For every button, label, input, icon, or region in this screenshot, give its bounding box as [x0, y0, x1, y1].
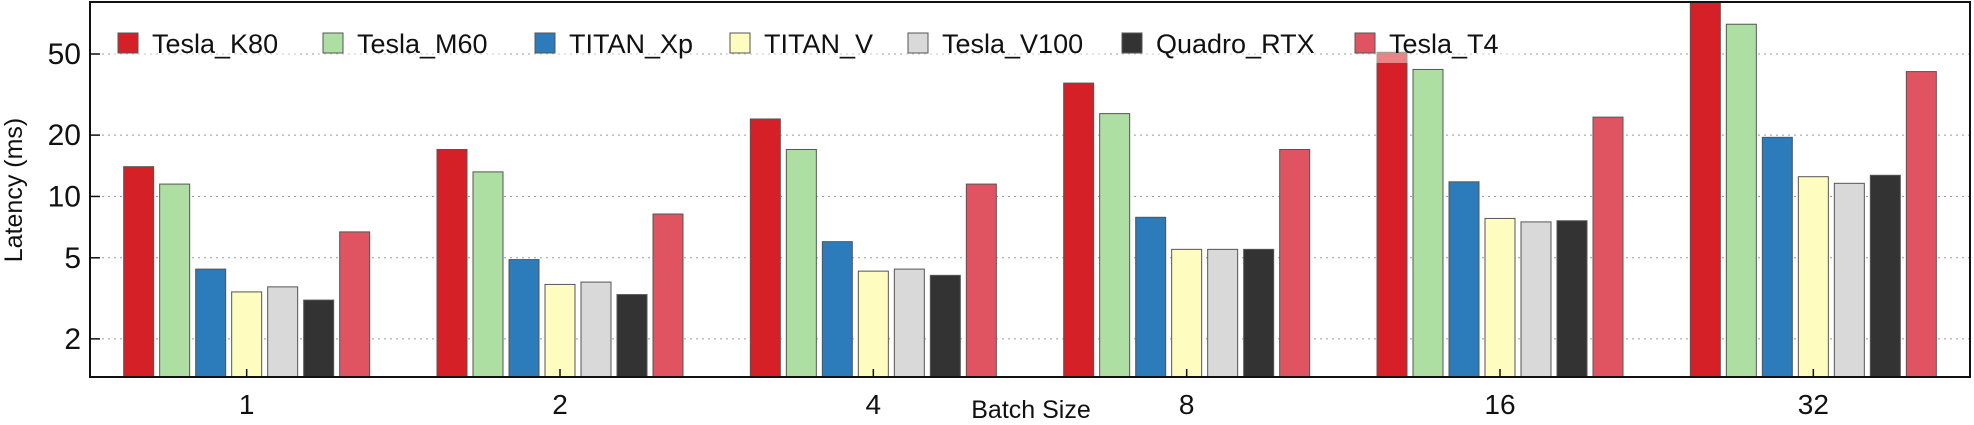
bars	[123, 1, 1937, 378]
legend-item-background	[319, 27, 505, 63]
bar-Tesla_T4-1	[339, 231, 371, 378]
bar-TITAN_V-1	[231, 291, 263, 378]
legend-swatch	[534, 32, 556, 54]
legend-label: TITAN_V	[764, 29, 873, 59]
bar-TITAN_Xp-8	[1135, 216, 1167, 378]
grid-lines	[90, 53, 1970, 340]
bar-Tesla_K80-16	[1376, 51, 1408, 378]
y-tick-label-2: 2	[64, 323, 81, 356]
x-tick-label-4: 4	[866, 389, 882, 420]
legend-item-Tesla_M60: Tesla_M60	[319, 27, 505, 63]
bar-Tesla_V100-32	[1833, 182, 1865, 378]
bar-Tesla_M60-1	[159, 183, 191, 378]
bar-TITAN_Xp-1	[195, 268, 227, 378]
legend-swatch	[117, 32, 139, 54]
bar-Tesla_V100-2	[580, 281, 612, 378]
bar-Tesla_M60-2	[472, 171, 504, 378]
x-tick-label-8: 8	[1179, 389, 1195, 420]
legend-item-background	[114, 27, 300, 63]
x-tick-label-1: 1	[239, 389, 255, 420]
bar-TITAN_Xp-16	[1448, 181, 1480, 378]
bar-Tesla_T4-16	[1592, 116, 1624, 378]
y-tick-label-20: 20	[48, 119, 81, 152]
legend-label: Tesla_M60	[357, 29, 488, 59]
bar-Tesla_K80-2	[436, 148, 468, 378]
bar-Quadro_RTX-1	[303, 299, 335, 378]
bar-TITAN_V-32	[1797, 176, 1829, 378]
bar-Tesla_V100-16	[1520, 221, 1552, 378]
legend-swatch	[322, 32, 344, 54]
x-tick-label-32: 32	[1798, 389, 1829, 420]
bar-Quadro_RTX-32	[1869, 174, 1901, 378]
x-axis-label: Batch Size	[971, 396, 1091, 424]
legend-swatch	[729, 32, 751, 54]
legend-label: TITAN_Xp	[569, 29, 693, 59]
bar-Tesla_K80-1	[123, 166, 155, 378]
legend-label: Quadro_RTX	[1156, 29, 1315, 59]
y-tick-label-10: 10	[48, 180, 81, 213]
bar-TITAN_Xp-4	[821, 241, 853, 378]
bar-TITAN_Xp-32	[1761, 136, 1793, 378]
bar-TITAN_Xp-2	[508, 259, 540, 378]
bar-TITAN_V-16	[1484, 217, 1516, 378]
bar-Quadro_RTX-8	[1243, 248, 1275, 378]
legend-item-Quadro_RTX: Quadro_RTX	[1118, 27, 1319, 63]
plot-frame	[89, 1, 1971, 378]
legend-item-background	[1118, 27, 1319, 63]
bar-Tesla_T4-4	[965, 183, 997, 378]
bar-Tesla_M60-16	[1412, 68, 1444, 378]
legend-item-background	[1351, 27, 1521, 63]
legend-swatch	[907, 32, 929, 54]
bar-Tesla_V100-4	[893, 268, 925, 378]
bar-TITAN_V-4	[857, 270, 889, 378]
y-axis-label: Latency (ms)	[0, 118, 28, 262]
y-tick-label-50: 50	[48, 38, 81, 71]
legend-label: Tesla_V100	[942, 29, 1083, 59]
legend-item-Tesla_K80: Tesla_K80	[114, 27, 300, 63]
y-axis-ticks: 2 5 10 20 50	[48, 38, 100, 356]
legend: Tesla_K80 Tesla_M60 TITAN_Xp TITAN_V Tesla_V…	[114, 27, 1521, 63]
bar-Tesla_T4-32	[1905, 71, 1937, 378]
legend-item-Tesla_T4: Tesla_T4	[1351, 27, 1521, 63]
bar-Tesla_M60-4	[785, 148, 817, 378]
x-tick-label-16: 16	[1484, 389, 1515, 420]
bar-Tesla_K80-4	[749, 118, 781, 378]
legend-item-TITAN_V: TITAN_V	[726, 27, 881, 63]
x-axis-ticks: 1 2 4 8 16 32	[239, 369, 1829, 420]
bar-Quadro_RTX-4	[929, 274, 961, 378]
bar-Tesla_M60-32	[1725, 23, 1757, 378]
bar-Tesla_T4-8	[1279, 148, 1311, 378]
bar-TITAN_V-8	[1171, 248, 1203, 378]
legend-item-Tesla_V100: Tesla_V100	[904, 27, 1105, 63]
legend-swatch	[1354, 32, 1376, 54]
bar-Tesla_K80-8	[1063, 82, 1095, 378]
bar-Tesla_T4-2	[652, 213, 684, 378]
y-tick-label-5: 5	[64, 242, 81, 275]
legend-label: Tesla_K80	[152, 29, 278, 59]
legend-item-background	[726, 27, 881, 63]
bar-Tesla_V100-8	[1207, 248, 1239, 378]
legend-item-background	[904, 27, 1105, 63]
bar-Tesla_K80-32	[1689, 1, 1721, 378]
bar-Tesla_M60-8	[1099, 113, 1131, 378]
bar-Quadro_RTX-2	[616, 294, 648, 378]
bar-Quadro_RTX-16	[1556, 220, 1588, 378]
legend-item-background	[531, 27, 701, 63]
legend-item-TITAN_Xp: TITAN_Xp	[531, 27, 701, 63]
legend-label: Tesla_T4	[1389, 29, 1499, 59]
legend-swatch	[1121, 32, 1143, 54]
bar-TITAN_V-2	[544, 283, 576, 378]
bar-Tesla_V100-1	[267, 286, 299, 378]
x-tick-label-2: 2	[552, 389, 568, 420]
